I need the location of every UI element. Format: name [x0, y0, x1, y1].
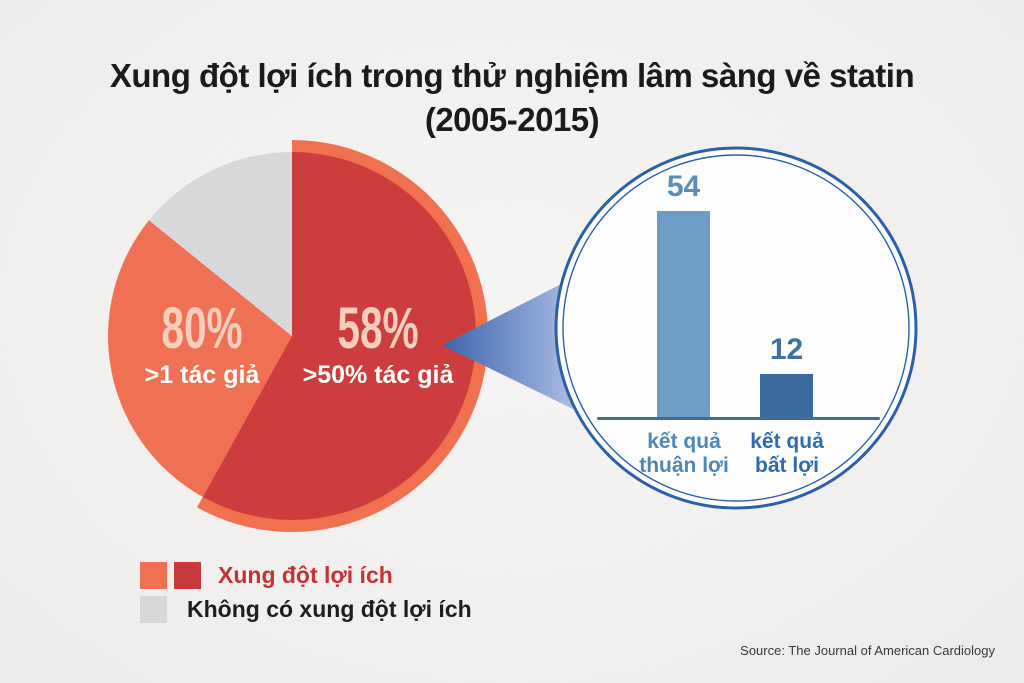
title-line2: (2005-2015) [424, 101, 600, 138]
pie-slice-1 [108, 220, 292, 497]
bar-favorable [657, 211, 710, 420]
bar-value-favorable: 54 [666, 170, 701, 203]
chart-title: Xung đột lợi ích trong thử nghiệm lâm sà… [0, 54, 1024, 142]
legend-label-no-conflict: Không có xung đột lợi ích [187, 596, 472, 622]
legend-swatch-salmon [140, 562, 167, 589]
bar-category-unfavorable: kết quả bất lợi [750, 430, 824, 477]
magnifier-inner-ring [562, 154, 910, 502]
title-line1: Xung đột lợi ích trong thử nghiệm lâm sà… [109, 57, 915, 94]
legend-label-conflict: Xung đột lợi ích [218, 562, 393, 588]
pie-slice-0 [202, 152, 477, 520]
pie-sub-label-58: >50% tác giả [302, 361, 454, 389]
pie-value-label-58: 58% [337, 296, 419, 361]
bar-chart: 54 12 kết quả thuận lợi kết quả bất lợi [556, 148, 916, 508]
pie-value-label-80: 80% [161, 296, 243, 361]
legend-row-conflict: Xung đột lợi ích [140, 562, 472, 589]
bar-axis [597, 417, 880, 420]
pie-slices [108, 139, 489, 532]
bar-value-unfavorable: 12 [769, 333, 804, 366]
bar-category-favorable: kết quả thuận lợi [639, 430, 729, 477]
pie-sub-label-80: >1 tác giả [144, 361, 260, 389]
source-credit: Source: The Journal of American Cardiolo… [740, 643, 995, 658]
pie-slice-2 [149, 152, 292, 336]
legend: Xung đột lợi ích Không có xung đột lợi í… [140, 562, 472, 630]
bar-unfavorable [760, 374, 813, 420]
legend-swatch-gray [140, 596, 167, 623]
legend-row-no-conflict: Không có xung đột lợi ích [140, 596, 472, 623]
legend-swatch-red [174, 562, 201, 589]
